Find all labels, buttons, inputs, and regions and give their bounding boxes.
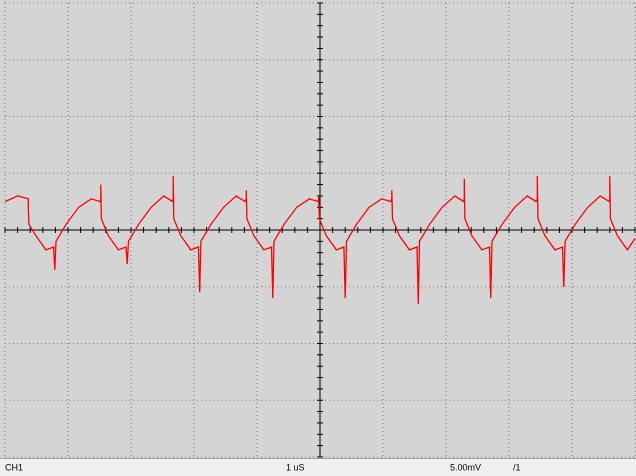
waveform: [4, 176, 636, 304]
channel: CH1: [5, 462, 23, 472]
trace-group: [4, 176, 636, 304]
timebase: 1 uS: [286, 462, 305, 472]
status-bar: [0, 458, 636, 476]
volts-per-div: 5.00mV: [450, 462, 481, 472]
grid: [4, 2, 636, 458]
probe: /1: [513, 462, 521, 472]
status-texts: CH1 1 uS 5.00mV /1: [5, 462, 521, 472]
